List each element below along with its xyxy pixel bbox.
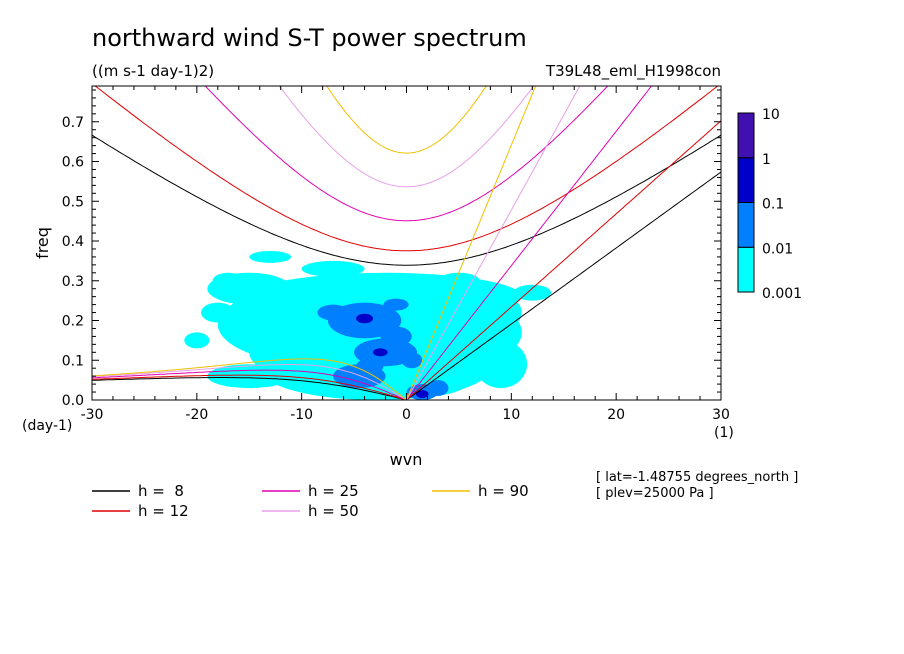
contour-region-1 bbox=[184, 332, 210, 349]
contour-region-1 bbox=[513, 284, 552, 301]
dispersion-curves bbox=[92, 86, 721, 400]
y-tick-label: 0.4 bbox=[62, 234, 84, 250]
chart-title: northward wind S-T power spectrum bbox=[92, 24, 527, 52]
experiment-label: T39L48_eml_H1998con bbox=[545, 62, 721, 81]
x-axis: -30 -20 -10 0 10 20 30 bbox=[81, 86, 730, 423]
x-tick-label: -10 bbox=[290, 407, 313, 423]
legend-label: h = 12 bbox=[138, 502, 189, 520]
y-tick-label: 0.2 bbox=[62, 314, 84, 330]
y-unit-label: (day-1) bbox=[22, 418, 72, 434]
contour-region-2 bbox=[380, 326, 412, 347]
colorbar-label: 0.001 bbox=[762, 286, 802, 302]
dispersion-curve-h50-kelvin bbox=[406, 86, 581, 400]
dispersion-curve-h90-rossby bbox=[92, 358, 407, 400]
colorbar-swatch bbox=[737, 112, 755, 159]
y-tick-label: 0.7 bbox=[62, 115, 84, 131]
colorbar-label: 0.01 bbox=[762, 241, 793, 257]
x-tick-label: 20 bbox=[607, 407, 625, 423]
dispersion-curve-h25-gravity bbox=[204, 86, 609, 222]
legend-label: h = 90 bbox=[478, 482, 529, 500]
dispersion-curve-h25-kelvin bbox=[406, 86, 653, 400]
y-tick-label: 0.6 bbox=[62, 155, 84, 171]
colorbar-label: 1 bbox=[762, 152, 771, 168]
contour-region-2 bbox=[317, 304, 349, 321]
y-tick-label: 0.0 bbox=[62, 393, 84, 409]
chart-units: ((m s-1 day-1)2) bbox=[92, 62, 214, 80]
x-tick-label: 0 bbox=[402, 407, 411, 423]
y-axis-title: freq bbox=[33, 227, 52, 259]
contour-region-3 bbox=[415, 390, 429, 399]
colorbar-swatch bbox=[737, 202, 755, 248]
dispersion-curve-h90-gravity bbox=[326, 86, 487, 154]
contour-region-2 bbox=[383, 298, 409, 311]
x-unit-label: (1) bbox=[714, 425, 734, 441]
contour-region-3 bbox=[356, 313, 373, 324]
colorbar-swatch bbox=[737, 157, 755, 203]
contour-region-1 bbox=[301, 260, 365, 277]
legend-label: h = 50 bbox=[308, 502, 359, 520]
legend-label: h = 8 bbox=[138, 482, 184, 500]
dispersion-curve-h12-kelvin bbox=[406, 120, 721, 400]
contour-region-2 bbox=[356, 358, 384, 375]
contour-region-1 bbox=[437, 272, 480, 289]
y-tick-label: 0.5 bbox=[62, 194, 84, 210]
colorbar: 0.001 0.01 0.1 1 10 bbox=[737, 107, 802, 302]
contour-region-2 bbox=[427, 380, 449, 397]
x-tick-label: -20 bbox=[185, 407, 208, 423]
colorbar-swatch bbox=[737, 246, 755, 293]
x-tick-label: 30 bbox=[712, 407, 730, 423]
contour-region-1 bbox=[249, 250, 292, 263]
dispersion-curve-h25-rossby bbox=[92, 369, 407, 400]
dispersion-curve-h8-rossby bbox=[92, 377, 407, 400]
legend: h = 8 h = 12 h = 25 h = 50 h = 90 bbox=[92, 482, 529, 520]
dispersion-curve-h8-kelvin bbox=[406, 171, 721, 400]
x-tick-label: 10 bbox=[502, 407, 520, 423]
contour-region-1 bbox=[212, 272, 245, 289]
y-tick-label: 0.3 bbox=[62, 274, 84, 290]
contour-region-2 bbox=[401, 352, 423, 369]
colorbar-label: 10 bbox=[762, 107, 780, 123]
dispersion-curve-h8-gravity bbox=[92, 134, 721, 266]
dispersion-curve-h90-kelvin bbox=[406, 86, 537, 400]
dispersion-curve-h12-gravity bbox=[94, 86, 719, 252]
y-axis: 0.0 0.1 0.2 0.3 0.4 0.5 0.6 0.7 bbox=[62, 89, 721, 409]
x-axis-title: wvn bbox=[390, 450, 423, 469]
dispersion-curve-h50-rossby bbox=[92, 364, 407, 400]
contour-region-1 bbox=[228, 308, 292, 341]
contour-region-1 bbox=[458, 292, 522, 333]
contour-region-1 bbox=[201, 302, 235, 323]
contour-region-1 bbox=[249, 332, 313, 373]
x-tick-label: -30 bbox=[81, 407, 104, 423]
legend-label: h = 25 bbox=[308, 482, 359, 500]
y-tick-label: 0.1 bbox=[62, 353, 84, 369]
latitude-info: [ lat=-1.48755 degrees_north ] bbox=[596, 470, 798, 485]
spectrum-contours bbox=[184, 250, 552, 400]
contour-region-3 bbox=[372, 348, 388, 357]
pressure-level-info: [ plev=25000 Pa ] bbox=[596, 486, 714, 501]
dispersion-curve-h50-gravity bbox=[278, 86, 535, 188]
dispersion-curve-h12-rossby bbox=[92, 374, 407, 400]
colorbar-label: 0.1 bbox=[762, 197, 784, 213]
contour-region-1 bbox=[474, 340, 528, 389]
